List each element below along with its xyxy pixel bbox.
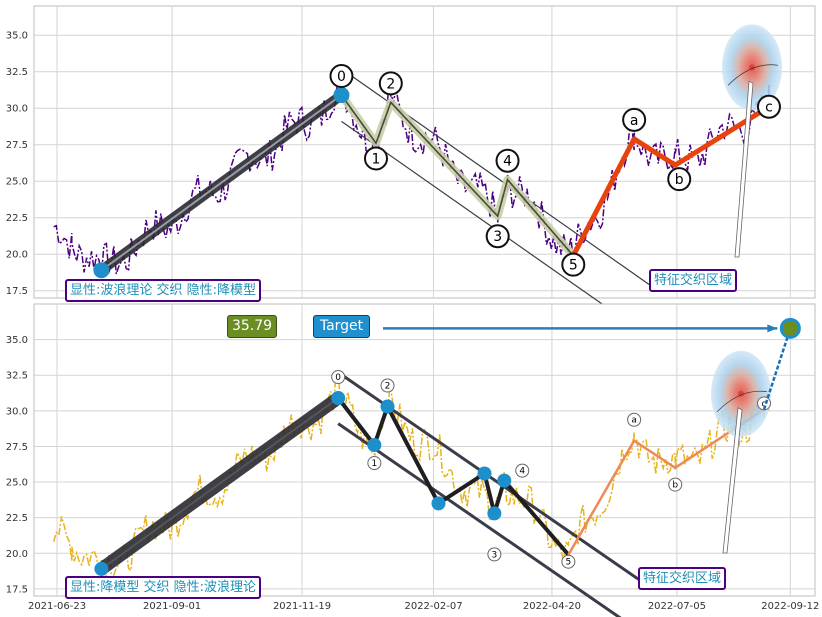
bottom-ytick-5: 30.0 bbox=[6, 406, 28, 417]
target-arrow-head bbox=[767, 324, 778, 333]
bottom-wave-label-3: 2 bbox=[385, 382, 391, 392]
bottom-zone-label: 特征交织区域 bbox=[643, 571, 722, 586]
top-ytick-5: 30.0 bbox=[6, 104, 28, 115]
xtick-0: 2021-06-23 bbox=[28, 601, 86, 612]
top-ytick-0: 17.5 bbox=[6, 286, 28, 297]
top-wave-label-3: 2 bbox=[386, 76, 395, 92]
xtick-5: 2022-07-05 bbox=[648, 601, 706, 612]
top-wave-label-6: 5 bbox=[569, 258, 578, 274]
bottom-wave-node-7 bbox=[497, 473, 512, 488]
bottom-ytick-2: 22.5 bbox=[6, 513, 28, 524]
bottom-wave-node-5 bbox=[477, 466, 492, 481]
top-impulse-core bbox=[100, 94, 343, 272]
bottom-wave-node-4 bbox=[431, 496, 446, 511]
bottom-heat-arc bbox=[716, 390, 768, 412]
top-wave-label-ring-1 bbox=[329, 64, 354, 89]
bottom-wave-label-1: 0 bbox=[335, 373, 341, 383]
bottom-correction-path bbox=[567, 408, 765, 556]
top-wave-label-ring-3 bbox=[378, 71, 403, 96]
xtick-3: 2022-02-07 bbox=[404, 601, 462, 612]
top-ytick-6: 32.5 bbox=[6, 67, 28, 78]
bottom-impulse-core bbox=[100, 397, 339, 570]
bottom-wave-node-0 bbox=[94, 561, 109, 576]
bottom-wave-label-ring-9 bbox=[627, 412, 642, 427]
bottom-wave-label-ring-8 bbox=[561, 554, 576, 569]
top-wave-label-1: 0 bbox=[337, 69, 346, 85]
top-ytick-3: 25.0 bbox=[6, 177, 28, 188]
bottom-ytick-4: 27.5 bbox=[6, 442, 28, 453]
bottom-ytick-3: 25.0 bbox=[6, 478, 28, 489]
top-wave-label-ring-9 bbox=[756, 94, 781, 119]
bottom-ytick-7: 35.0 bbox=[6, 335, 28, 346]
top-zone-label: 特征交织区域 bbox=[654, 273, 733, 288]
top-wave-label-5: 4 bbox=[503, 154, 512, 170]
top-wave-path bbox=[340, 94, 574, 257]
bottom-wave-label-ring-6 bbox=[487, 547, 502, 562]
top-model-label-box: 显性:波浪理论 交织 隐性:降模型 bbox=[65, 279, 262, 302]
target-marker bbox=[779, 317, 801, 339]
bottom-wave-label-ring-1 bbox=[331, 370, 346, 385]
bottom-wave-label-6: 3 bbox=[492, 550, 498, 560]
target-projection bbox=[762, 327, 792, 410]
bottom-ytick-1: 20.0 bbox=[6, 549, 28, 560]
bottom-wave-label-7: 4 bbox=[519, 467, 525, 477]
bottom-wave-label-10: b bbox=[672, 481, 678, 491]
price-badge: 35.79 bbox=[227, 315, 277, 338]
bottom-wave-label-11: c bbox=[762, 399, 767, 409]
top-wave-label-ring-6 bbox=[561, 252, 586, 277]
bottom-plot-frame bbox=[33, 303, 816, 597]
bottom-wave-label-9: a bbox=[631, 416, 637, 426]
bottom-model-label: 显性:降模型 交织 隐性:波浪理论 bbox=[70, 580, 257, 595]
top-wave-label-7: a bbox=[630, 113, 639, 129]
bottom-wave-node-1 bbox=[331, 391, 346, 406]
xtick-2: 2021-11-19 bbox=[273, 601, 331, 612]
top-wave-label-8: b bbox=[675, 172, 684, 188]
top-zone-label-box: 特征交织区域 bbox=[649, 269, 738, 292]
bottom-ytick-0: 17.5 bbox=[6, 584, 28, 595]
bottom-wave-node-2 bbox=[367, 438, 382, 453]
top-ytick-4: 27.5 bbox=[6, 140, 28, 151]
top-wave-node-1 bbox=[333, 87, 350, 104]
top-wave-label-4: 3 bbox=[493, 229, 502, 245]
xtick-1: 2021-09-01 bbox=[143, 601, 201, 612]
top-wave-label-ring-5 bbox=[495, 148, 520, 173]
bottom-wave-label-ring-7 bbox=[515, 463, 530, 478]
top-ytick-7: 35.0 bbox=[6, 31, 28, 42]
top-wave-node-0 bbox=[93, 262, 110, 279]
bottom-wave-label-2: 1 bbox=[371, 459, 377, 469]
bottom-ytick-6: 32.5 bbox=[6, 371, 28, 382]
bottom-model-label-box: 显性:降模型 交织 隐性:波浪理论 bbox=[65, 576, 262, 599]
top-wave-label-2: 1 bbox=[372, 151, 381, 167]
top-panel: 17.5 20.0 22.5 25.0 27.5 30.0 32.5 35.0 0 1 2 3 4 5 a b… bbox=[6, 5, 816, 340]
top-correction-path bbox=[571, 104, 771, 257]
bottom-wave-node-3 bbox=[380, 399, 395, 414]
top-wave-label-ring-7 bbox=[622, 107, 647, 132]
bottom-zone-arrow bbox=[722, 407, 743, 554]
top-wave-label-ring-8 bbox=[667, 167, 692, 192]
bottom-wave-label-8: 5 bbox=[566, 558, 572, 568]
price-badge-value: 35.79 bbox=[231, 318, 273, 334]
top-heat-arc bbox=[727, 64, 779, 86]
bottom-wave-label-ring-2 bbox=[367, 456, 382, 471]
bottom-panel: 17.5 20.0 22.5 25.0 27.5 30.0 32.5 35.0 0 1 2 3 4 5 a b… bbox=[6, 303, 819, 617]
top-ytick-2: 22.5 bbox=[6, 213, 28, 224]
target-badge: Target bbox=[313, 315, 370, 338]
top-model-label: 显性:波浪理论 交织 隐性:降模型 bbox=[70, 283, 257, 298]
top-wave-label-9: c bbox=[765, 100, 773, 116]
target-badge-label: Target bbox=[319, 318, 364, 334]
bottom-zone-label-box: 特征交织区域 bbox=[638, 567, 727, 590]
bottom-wave-node-6 bbox=[487, 506, 502, 521]
bottom-wave-label-ring-3 bbox=[380, 378, 395, 393]
xtick-6: 2022-09-12 bbox=[761, 601, 819, 612]
top-ytick-1: 20.0 bbox=[6, 250, 28, 261]
bottom-wave-label-ring-10 bbox=[668, 477, 683, 492]
top-zone-arrow bbox=[734, 80, 754, 258]
bottom-channel-lower bbox=[337, 422, 622, 617]
top-plot-frame bbox=[33, 5, 816, 299]
top-wave-label-ring-4 bbox=[485, 224, 510, 249]
top-wave-label-ring-2 bbox=[363, 146, 388, 171]
xtick-4: 2022-04-20 bbox=[523, 601, 581, 612]
